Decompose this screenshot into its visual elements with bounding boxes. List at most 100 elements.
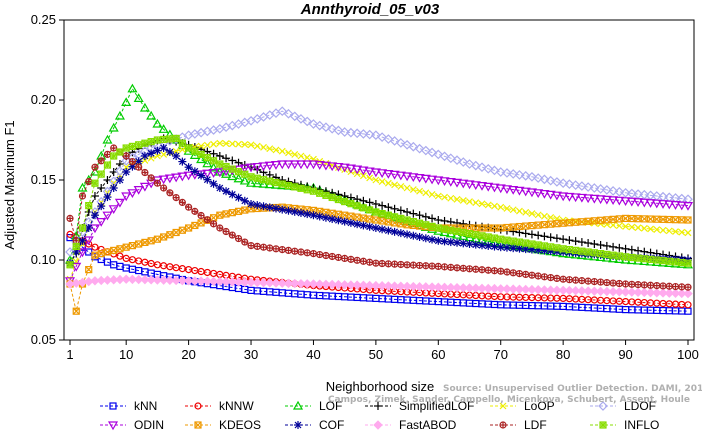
data-point-lof (139, 102, 150, 112)
data-point-simplifiedlof (552, 234, 561, 243)
data-point-ldof (327, 123, 338, 134)
data-point-loop (472, 199, 480, 207)
data-point-simplifiedlof (215, 152, 224, 160)
data-point-cof (115, 176, 124, 184)
data-point-ldf (540, 273, 549, 281)
data-point-fastabod (620, 287, 631, 297)
data-point-knnw (66, 230, 74, 238)
data-point-loop (441, 193, 448, 201)
data-point-fastabod (520, 284, 531, 295)
data-point-odin (620, 197, 631, 207)
data-point-fastabod (327, 279, 337, 290)
data-point-ldf (453, 264, 461, 272)
data-point-loop (447, 194, 455, 202)
data-point-fastabod (496, 284, 506, 294)
data-point-ldf (403, 261, 411, 269)
data-point-cof (409, 231, 418, 240)
data-point-ldof (483, 163, 494, 174)
data-point-fastabod (408, 281, 419, 292)
data-point-inflo (540, 242, 549, 250)
legend-item-inflo: INFLO (590, 418, 659, 432)
data-point-simplifiedlof (390, 204, 399, 213)
data-point-ldof (314, 120, 325, 131)
data-point-odin (383, 170, 394, 179)
data-point-cof (265, 203, 274, 212)
data-point-ldf (322, 251, 330, 260)
data-point-loop (484, 201, 492, 209)
data-point-odin (657, 200, 669, 209)
data-point-kdeos (172, 228, 180, 237)
data-point-cof (259, 202, 268, 211)
data-point-ldof (595, 184, 606, 194)
data-point-cof (240, 196, 249, 205)
data-point-ldf (209, 220, 218, 228)
data-point-inflo (621, 253, 630, 261)
data-point-ldf (110, 144, 118, 152)
data-point-ldof (308, 119, 319, 129)
data-point-inflo (409, 218, 417, 226)
data-point-fastabod (121, 274, 131, 284)
data-point-ldof (464, 159, 475, 169)
data-point-ldf (78, 192, 87, 200)
data-point-ldf (247, 242, 255, 250)
data-point-odin (71, 262, 82, 272)
data-point-loop (359, 172, 367, 180)
legend-item-ldof: LDOF (590, 399, 656, 413)
data-point-odin (589, 194, 600, 204)
data-point-fastabod (677, 288, 687, 299)
data-point-inflo (316, 189, 324, 197)
data-point-fastabod (364, 280, 375, 291)
data-point-cof (384, 226, 393, 235)
data-point-fastabod (658, 288, 668, 298)
data-point-ldof (358, 129, 369, 139)
data-point-kdeos (197, 219, 205, 227)
data-point-ldof (527, 171, 537, 182)
data-point-fastabod (527, 284, 537, 295)
data-point-ldf (434, 262, 442, 270)
data-point-simplifiedlof (546, 233, 555, 242)
data-point-ldof (577, 181, 587, 191)
data-point-odin (583, 194, 594, 204)
data-point-fastabod (570, 286, 581, 296)
data-point-cof (371, 224, 380, 232)
data-point-odin (545, 190, 556, 200)
data-point-odin (451, 178, 463, 188)
data-point-odin (352, 165, 363, 175)
data-point-loop (422, 189, 430, 197)
legend-marker (292, 400, 304, 410)
data-point-inflo (384, 211, 392, 219)
data-point-ldof (626, 188, 637, 199)
data-point-kdeos (547, 220, 555, 228)
data-point-loop (609, 221, 617, 229)
data-point-ldf (609, 279, 617, 287)
data-point-fastabod (502, 284, 512, 294)
data-point-inflo (347, 200, 355, 208)
data-point-simplifiedlof (97, 184, 106, 192)
data-point-odin (158, 175, 169, 185)
data-point-ldof (489, 165, 500, 176)
data-point-cof (253, 201, 262, 210)
legend-label: kNN (134, 399, 157, 413)
data-point-kdeos (191, 221, 199, 230)
data-point-simplifiedlof (627, 245, 636, 254)
data-point-ldof (514, 170, 525, 180)
data-point-ldf (291, 247, 299, 255)
data-point-ldf (122, 152, 130, 160)
data-point-ldf (522, 270, 530, 278)
data-point-fastabod (595, 286, 606, 297)
data-point-inflo (447, 226, 455, 234)
data-point-cof (172, 152, 181, 160)
data-point-loop (540, 212, 548, 220)
data-point-fastabod (177, 275, 188, 286)
data-point-fastabod (589, 286, 600, 296)
data-point-ldf (534, 272, 542, 280)
data-point-inflo (266, 177, 274, 185)
data-point-ldf (222, 227, 230, 236)
data-point-simplifiedlof (565, 236, 574, 245)
data-point-fastabod (483, 283, 493, 294)
data-point-odin (651, 199, 662, 209)
data-point-fastabod (227, 277, 238, 287)
data-point-fastabod (233, 277, 244, 287)
data-point-simplifiedlof (609, 242, 618, 251)
data-point-fastabod (471, 283, 481, 293)
